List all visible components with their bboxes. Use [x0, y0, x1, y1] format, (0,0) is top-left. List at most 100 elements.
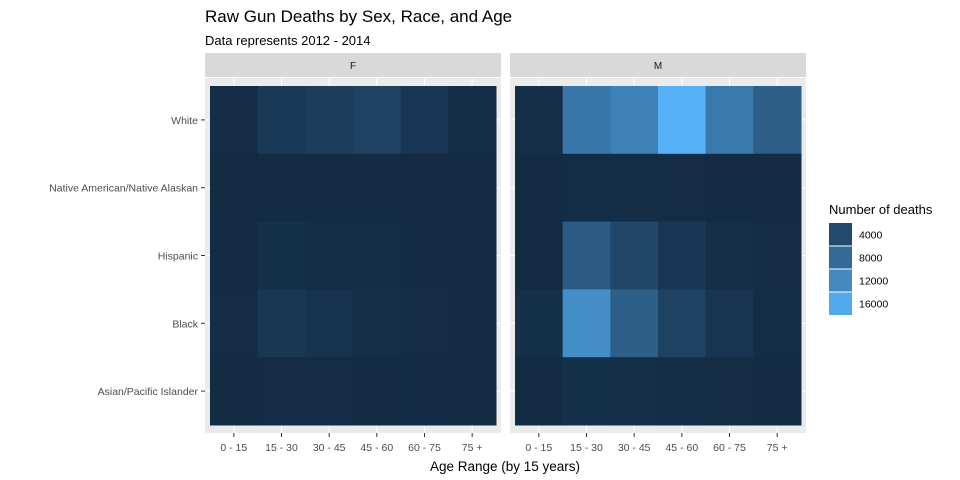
heatmap-tile: [353, 153, 402, 223]
heatmap-tile: [658, 86, 707, 155]
legend-key: [829, 246, 852, 269]
heatmap-tile: [400, 221, 449, 290]
heatmap-tile: [515, 86, 564, 155]
heatmap-tile: [448, 153, 497, 223]
heatmap-tile: [257, 221, 306, 290]
y-tick-label: Asian/Pacific Islander: [98, 386, 199, 398]
heatmap-tile: [257, 153, 306, 223]
chart-title: Raw Gun Deaths by Sex, Race, and Age: [205, 7, 512, 26]
heatmap-tile: [515, 289, 564, 358]
heatmap-tile: [610, 289, 659, 358]
heatmap-tile: [353, 289, 402, 358]
heatmap-tile: [753, 153, 802, 223]
heatmap-tile: [562, 153, 611, 223]
heatmap-tile: [210, 153, 259, 223]
heatmap-tile: [753, 221, 802, 290]
heatmap-tile: [610, 357, 659, 426]
heatmap-tile: [400, 153, 449, 223]
x-tick-label: 60 - 75: [408, 442, 441, 454]
heatmap-tile: [448, 289, 497, 358]
heatmap-tile: [658, 221, 707, 290]
heatmap-tile: [610, 86, 659, 155]
x-axis-tick-labels: 0 - 15 15 - 30 30 - 45 45 - 60 60 - 75 75 + 0 …: [220, 433, 788, 454]
legend-key: [829, 292, 852, 315]
facet-strip-label: M: [654, 61, 662, 72]
x-tick-label: 0 - 15: [525, 442, 552, 454]
heatmap-tile: [658, 153, 707, 223]
heatmap-tile: [705, 221, 754, 290]
heatmap-tile: [400, 86, 449, 155]
legend-title: Number of deaths: [829, 202, 933, 217]
heatmap-tile: [353, 86, 402, 155]
x-tick-label: 60 - 75: [713, 442, 746, 454]
x-tick-label: 15 - 30: [265, 442, 298, 454]
heatmap-tile: [400, 357, 449, 426]
heatmap-tile: [210, 86, 259, 155]
heatmap-tile: [353, 221, 402, 290]
heatmap-tile: [515, 357, 564, 426]
x-tick-label: 30 - 45: [618, 442, 651, 454]
heatmap-tile: [562, 357, 611, 426]
x-tick-label: 45 - 60: [665, 442, 698, 454]
facet-strip: [510, 53, 806, 77]
heatmap-tile: [257, 357, 306, 426]
heatmap-tile: [705, 357, 754, 426]
x-tick-label: 45 - 60: [360, 442, 393, 454]
heatmap-tile: [210, 357, 259, 426]
heatmap-tile: [705, 153, 754, 223]
heatmap-tile: [705, 289, 754, 358]
heatmap-tile: [400, 289, 449, 358]
y-axis-tick-labels: White Native American/Native Alaskan Hispa…: [49, 115, 205, 398]
legend-label: 12000: [859, 276, 888, 288]
legend-label: 4000: [859, 230, 883, 242]
facet-strip-label: F: [350, 61, 356, 72]
legend-label: 16000: [859, 299, 888, 311]
heatmap-tile: [448, 86, 497, 155]
heatmap-tile: [562, 289, 611, 358]
chart-subtitle: Data represents 2012 - 2014: [205, 33, 371, 48]
heatmap-tile: [610, 221, 659, 290]
heatmap-tile: [448, 357, 497, 426]
heatmap-tile: [448, 221, 497, 290]
heatmap-tile: [705, 86, 754, 155]
heatmap-tile: [610, 153, 659, 223]
x-tick-label: 0 - 15: [220, 442, 247, 454]
x-axis-title: Age Range (by 15 years): [430, 459, 580, 474]
heatmap-tile: [753, 289, 802, 358]
heatmap-tile: [305, 357, 354, 426]
legend-key: [829, 269, 852, 292]
heatmap-tile: [562, 221, 611, 290]
heatmap-tile: [658, 357, 707, 426]
heatmap-tile: [353, 357, 402, 426]
x-tick-label: 75 +: [462, 442, 483, 454]
heatmap-tile: [305, 221, 354, 290]
y-tick-label: Hispanic: [158, 251, 198, 263]
heatmap-tile: [515, 221, 564, 290]
heatmap-tile: [753, 86, 802, 155]
legend: Number of deaths 4000 8000 12000 16000: [829, 202, 933, 315]
x-tick-label: 75 +: [767, 442, 788, 454]
x-tick-label: 30 - 45: [313, 442, 346, 454]
heatmap-tile: [515, 153, 564, 223]
y-tick-label: White: [171, 115, 198, 127]
facet-panel-F: F: [205, 53, 501, 433]
x-tick-label: 15 - 30: [570, 442, 603, 454]
heatmap-tile: [753, 357, 802, 426]
facet-panel-M: M: [510, 53, 806, 433]
heatmap-tile: [305, 289, 354, 358]
heatmap-tile: [562, 86, 611, 155]
heatmap-tile: [658, 289, 707, 358]
heatmap-tile: [257, 86, 306, 155]
heatmap-tile: [257, 289, 306, 358]
heatmap-tile: [210, 289, 259, 358]
heatmap-tile: [305, 86, 354, 155]
legend-label: 8000: [859, 253, 883, 265]
heatmap-tile: [305, 153, 354, 223]
y-tick-label: Native American/Native Alaskan: [49, 183, 198, 195]
y-tick-label: Black: [172, 318, 198, 330]
facet-strip: [205, 53, 501, 77]
heatmap-tile: [210, 221, 259, 290]
legend-key: [829, 223, 852, 246]
